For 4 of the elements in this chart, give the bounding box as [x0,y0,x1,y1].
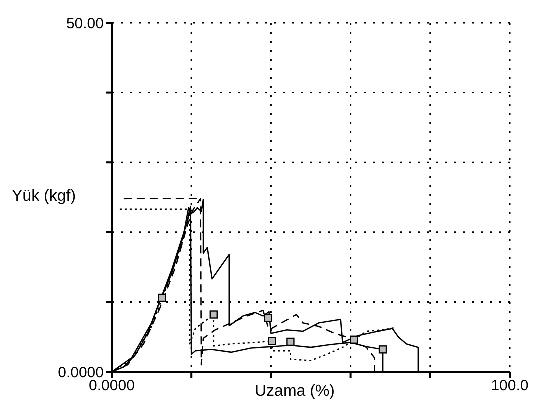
x-axis-title: Uzama (%) [255,383,336,401]
y-axis-title: Yük (kgf) [12,188,76,206]
y-tick-label: 50.00 [66,15,104,32]
x-tick-label: 100.0 [491,378,529,395]
